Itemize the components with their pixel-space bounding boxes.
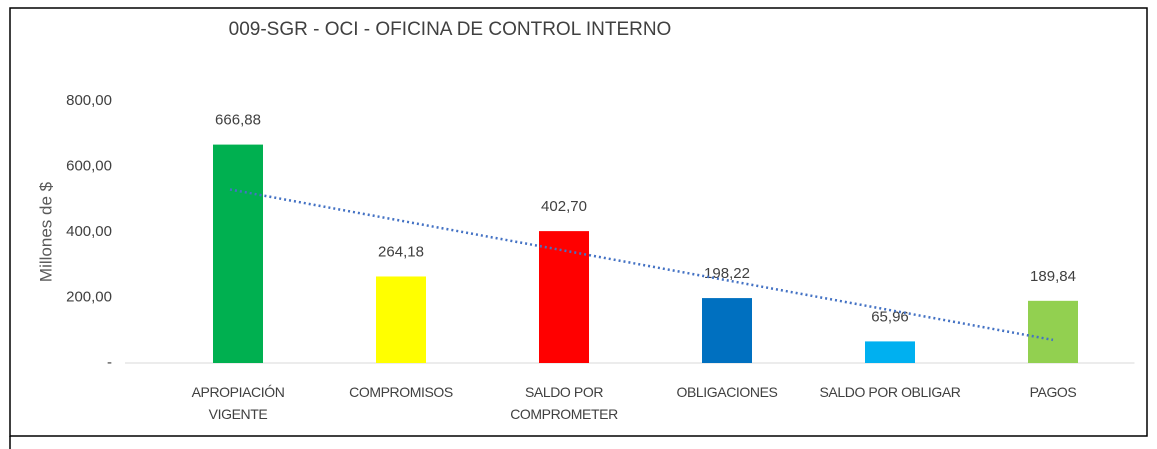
y-tick-label: 600,00 [66, 157, 112, 174]
chart-title: 009-SGR - OCI - OFICINA DE CONTROL INTER… [229, 19, 672, 40]
x-tick-label: APROPIACIÓN VIGENTE [191, 384, 285, 422]
y-axis-label: Millones de $ [36, 181, 55, 282]
y-tick-label: 200,00 [66, 288, 112, 305]
value-label: 189,84 [1030, 268, 1076, 285]
bar [539, 231, 589, 363]
value-label: 666,88 [215, 112, 261, 129]
bar [865, 341, 915, 363]
bar [1028, 300, 1078, 363]
x-tick-label: SALDO POR COMPROMETER [510, 384, 618, 422]
x-tick-label: PAGOS [1029, 384, 1077, 400]
x-tick-label: SALDO POR OBLIGAR [819, 384, 961, 400]
y-tick-label: - [107, 354, 112, 371]
value-label: 198,22 [704, 265, 750, 282]
trend-line [229, 188, 1054, 342]
y-tick-label: 800,00 [66, 92, 112, 109]
y-tick-label: 400,00 [66, 223, 112, 240]
bar [702, 298, 752, 363]
value-label: 264,18 [378, 243, 424, 260]
x-tick-label: COMPROMISOS [349, 384, 453, 400]
x-tick-label: OBLIGACIONES [676, 384, 778, 400]
bar [213, 144, 263, 363]
bar [376, 276, 426, 363]
frame [9, 7, 1148, 437]
value-label: 402,70 [541, 198, 587, 215]
